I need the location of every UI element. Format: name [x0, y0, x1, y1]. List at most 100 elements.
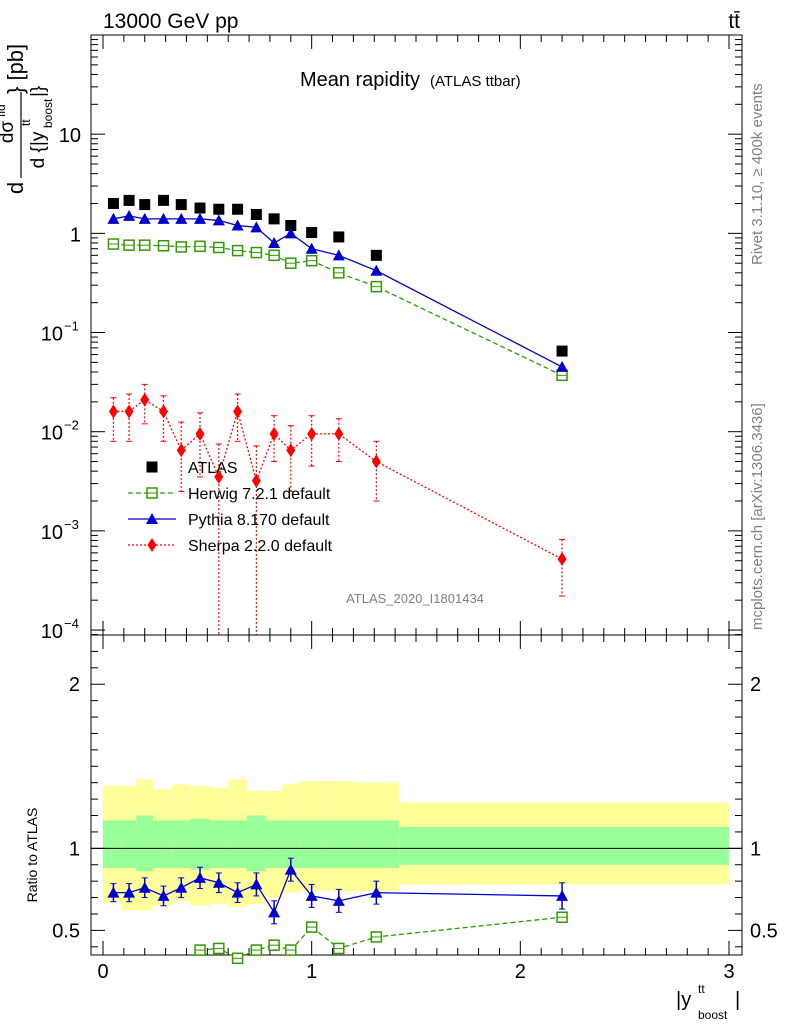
rivet-version-label: Rivet 3.1.10, ≥ 400k events — [749, 83, 766, 265]
y-label-close: |} — [28, 86, 49, 97]
data-point — [158, 194, 170, 206]
ratio-y-tick-label: 0.5 — [52, 920, 80, 942]
data-point — [285, 219, 297, 231]
legend-marker — [146, 513, 158, 524]
ratio-point — [556, 889, 569, 901]
stat-uncertainty-band — [265, 820, 283, 869]
series-pythia — [107, 209, 569, 372]
ratio-point — [212, 876, 225, 888]
stat-uncertainty-band — [282, 820, 300, 869]
ratio-bands — [103, 779, 729, 911]
x-tick-label: 0 — [97, 961, 108, 983]
data-point — [212, 214, 225, 226]
data-point — [231, 219, 244, 231]
y-tick-label: 10 — [59, 125, 81, 147]
y-tick-label: 10 — [41, 324, 63, 346]
ratio-point — [268, 906, 281, 918]
data-point — [556, 360, 569, 372]
data-point — [140, 392, 150, 407]
data-point — [250, 221, 263, 233]
legend-label: Pythia 8.170 default — [188, 512, 330, 529]
data-point — [306, 226, 318, 238]
data-point — [370, 249, 382, 261]
series-line — [113, 243, 563, 376]
data-point — [307, 426, 317, 441]
stat-uncertainty-band — [121, 820, 137, 869]
y-tick-label: 10 — [41, 423, 63, 445]
energy-label: 13000 GeV pp — [103, 10, 238, 33]
mcplots-label: mcplots.cern.ch [arXiv:1306.3436] — [749, 403, 766, 630]
y-label-unit: } [pb] — [3, 44, 28, 94]
y-tick-label: 10 — [41, 621, 63, 643]
data-point — [159, 404, 169, 419]
y-label-numerator: dσ — [0, 121, 18, 144]
ratio-plot: 0.5 0.5 1 1 2 2 0 1 2 3 — [52, 35, 778, 983]
x-tick-label: 3 — [723, 961, 734, 983]
ratio-point — [305, 889, 318, 901]
data-point — [370, 264, 383, 276]
data-point — [250, 208, 262, 220]
stat-uncertainty-band — [103, 820, 122, 869]
x-tick-label: 1 — [306, 961, 317, 983]
y-label-sup: fid — [0, 104, 8, 117]
series-herwig — [107, 238, 568, 382]
stat-uncertainty-band — [246, 815, 266, 872]
ratio-y-tick-label: 1 — [69, 838, 80, 860]
stat-uncertainty-band — [299, 820, 325, 869]
stat-uncertainty-band — [399, 827, 729, 865]
x-label-sup: tt — [698, 982, 705, 996]
ratio-y-tick-label-right: 2 — [750, 674, 761, 696]
data-point — [175, 212, 188, 224]
stat-uncertainty-band — [171, 820, 191, 869]
data-point — [334, 426, 344, 441]
ratio-point — [231, 886, 244, 898]
x-label-close: | — [735, 989, 740, 1011]
stat-uncertainty-band — [190, 818, 210, 870]
stat-uncertainty-band — [353, 820, 400, 869]
ratio-point — [157, 889, 170, 901]
ratio-point — [138, 881, 151, 893]
data-point — [108, 404, 118, 419]
y-label-denominator-sup: tt — [19, 119, 33, 126]
stat-uncertainty-band — [153, 820, 172, 869]
y-label-denominator-sub: boost — [41, 98, 55, 128]
data-point — [175, 199, 187, 211]
data-point — [286, 443, 296, 458]
legend-label: Sherpa 2.2.0 default — [188, 538, 333, 555]
data-point — [195, 426, 205, 441]
data-point — [251, 473, 261, 488]
x-label-sub: boost — [698, 1008, 728, 1022]
data-point — [139, 199, 151, 211]
ratio-y-ticks: 0.5 0.5 1 1 2 2 — [52, 634, 778, 948]
y-label-denominator: d {|y — [28, 131, 49, 168]
chart-title: Mean rapidity — [300, 69, 420, 91]
ratio-point — [332, 894, 345, 906]
x-ticks: 0 1 2 3 — [97, 35, 735, 983]
data-point — [268, 236, 281, 248]
chart-subtitle: (ATLAS ttbar) — [430, 73, 521, 90]
data-point — [233, 404, 243, 419]
series-atlas — [107, 194, 568, 357]
legend: ATLAS Herwig 7.2.1 default Pythia 8.170 de… — [128, 460, 333, 555]
y-tick-label-exponent: −1 — [64, 319, 79, 334]
data-point — [157, 212, 170, 224]
ratio-series-pythia — [107, 857, 569, 925]
x-axis-label: |y tt boost | — [676, 982, 740, 1022]
x-tick-label: 2 — [515, 961, 526, 983]
stat-uncertainty-band — [209, 820, 229, 869]
data-point — [269, 426, 279, 441]
data-point — [138, 212, 151, 224]
data-point — [557, 552, 567, 567]
data-point — [123, 209, 136, 221]
ratio-series-herwig — [194, 911, 568, 965]
y-tick-label: 1 — [70, 224, 81, 246]
data-point — [556, 345, 568, 357]
ratio-point — [107, 886, 120, 898]
stat-uncertainty-band — [324, 820, 354, 869]
ratio-point — [123, 886, 136, 898]
y-tick-label: 10 — [41, 522, 63, 544]
data-point — [213, 203, 225, 215]
data-point — [194, 202, 206, 214]
x-label-y: |y — [676, 989, 691, 1011]
